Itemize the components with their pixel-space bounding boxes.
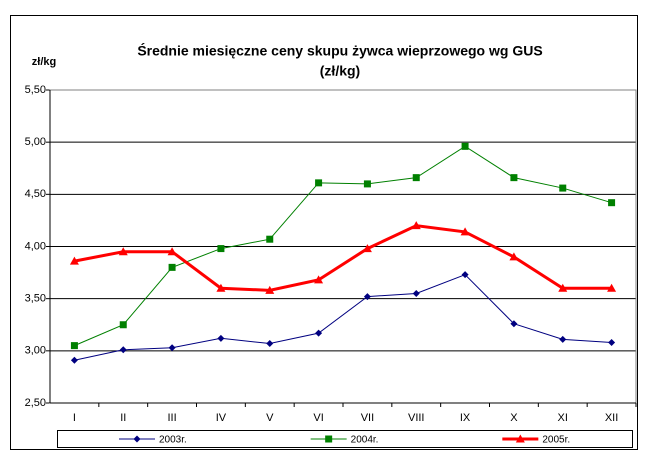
data-point [167,247,177,256]
y-tick-label: 3,00 [25,345,46,357]
y-tick-label: 2,50 [25,397,46,409]
data-point [217,334,225,342]
y-tick-label: 5,50 [25,84,46,96]
data-point [607,283,617,292]
data-point [608,199,616,207]
x-tick-label: VII [361,412,374,424]
x-tick-label: IV [216,412,227,424]
data-point [362,244,372,253]
data-point [461,271,469,279]
chart-title: Średnie miesięczne ceny skupu żywca wiep… [137,42,542,59]
y-tick-label: 4,00 [25,240,46,252]
x-tick-label: XI [558,412,568,424]
legend-label: 2003r. [159,435,187,446]
x-tick-label: XII [605,412,618,424]
series-line [74,274,612,361]
data-point [460,227,470,236]
legend-label: 2005r. [542,435,570,446]
x-tick-label: VI [313,412,323,424]
data-point [119,321,127,329]
series-line [74,224,612,292]
data-point [168,263,176,271]
legend-marker [133,435,141,443]
data-point [266,340,274,348]
data-point [69,256,79,265]
y-tick-label: 4,50 [25,188,46,200]
data-point [315,179,323,187]
x-tick-label: IX [460,412,471,424]
data-point [168,344,176,352]
x-tick-label: I [73,412,76,424]
series-line [74,145,612,347]
y-tick-label: 3,50 [25,293,46,305]
x-tick-label: X [510,412,518,424]
data-point [266,235,274,243]
data-point [510,320,518,328]
legend-label: 2004r. [351,435,379,446]
data-point [315,329,323,337]
x-tick-label: VIII [408,412,425,424]
x-tick-label: III [167,412,176,424]
data-point [119,346,127,354]
chart-frame [10,15,638,450]
data-point [363,293,371,301]
legend-marker [325,435,333,443]
data-point [70,342,78,350]
data-point [608,338,616,346]
data-point [265,285,275,294]
data-point [510,174,518,182]
data-point [461,142,469,150]
data-point [412,289,420,297]
data-point [216,283,226,292]
data-point [70,356,78,364]
data-point [509,252,519,261]
y-axis-label: zł/kg [32,56,56,68]
data-point [559,184,567,192]
y-tick-label: 5,00 [25,136,46,148]
data-point [118,247,128,256]
x-tick-label: V [266,412,274,424]
data-point [411,221,421,230]
legend-marker [515,434,525,443]
data-point [558,283,568,292]
data-point [412,174,420,182]
x-tick-label: II [120,412,126,424]
data-point [363,180,371,188]
chart-title: (zł/kg) [320,63,360,79]
data-point [217,245,225,253]
data-point [314,275,324,284]
data-point [559,335,567,343]
